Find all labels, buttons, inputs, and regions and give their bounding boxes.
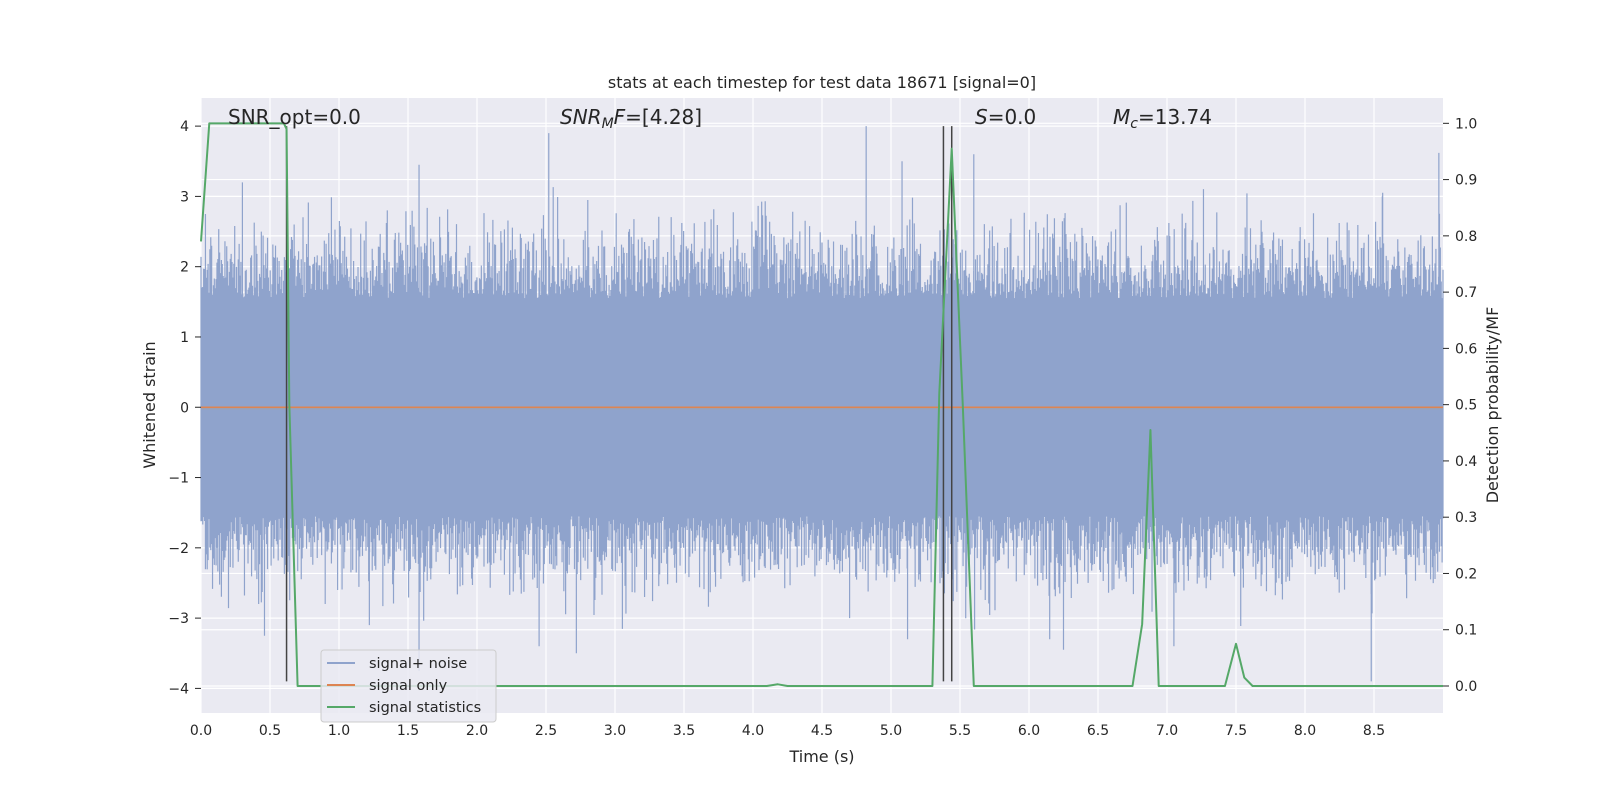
- y-tick-label-right: 0.8: [1455, 229, 1477, 245]
- legend-label-signal: signal only: [369, 678, 448, 694]
- y-tick-label-left: 3: [180, 189, 189, 205]
- s-value: =0.0: [988, 105, 1037, 129]
- legend: signal+ noise signal only signal statist…: [320, 649, 497, 723]
- y-tick-label-left: −2: [168, 541, 189, 557]
- y-tick-label-left: 0: [180, 400, 189, 416]
- x-tick-label: 3.5: [673, 723, 695, 739]
- mc-main: M: [1113, 105, 1130, 129]
- y-tick-label-right: 0.1: [1455, 623, 1477, 639]
- x-tick-label: 6.5: [1087, 723, 1109, 739]
- x-tick-label: 5.5: [949, 723, 971, 739]
- x-tick-label: 1.5: [397, 723, 419, 739]
- tick-layer: 0.0 0.5 1.0 1.5 2.0 2.5 3.0 3.5 4.0 4.5 5.0 5.5 6.0 6…: [168, 116, 1477, 739]
- x-tick-label: 6.0: [1018, 723, 1040, 739]
- y-axis-left-label: Whitened strain: [140, 341, 159, 468]
- x-tick-label: 4.0: [742, 723, 764, 739]
- snr-mf-sub: M: [602, 116, 614, 132]
- legend-label-noise: signal+ noise: [369, 656, 467, 672]
- chart-title: stats at each timestep for test data 186…: [608, 73, 1036, 92]
- snr-mf-main: SNR: [560, 105, 602, 129]
- y-tick-label-left: 2: [180, 260, 189, 276]
- x-tick-label: 7.5: [1225, 723, 1247, 739]
- y-tick-label-left: −1: [168, 471, 189, 487]
- y-axis-right-label: Detection probability/MF: [1483, 307, 1502, 504]
- y-tick-label-right: 1.0: [1455, 116, 1477, 132]
- snr-opt-annotation: SNR_opt=0.0: [228, 105, 361, 129]
- x-tick-label: 2.5: [535, 723, 557, 739]
- snr-mf-suffix: F: [614, 105, 626, 129]
- y-tick-label-left: −3: [168, 611, 189, 627]
- y-tick-label-right: 0.9: [1455, 173, 1477, 189]
- x-tick-label: 0.5: [259, 723, 281, 739]
- y-tick-label-right: 0.6: [1455, 341, 1477, 357]
- s-annotation: S=0.0: [975, 105, 1036, 129]
- snr-mf-annotation: SNRMF=[4.28]: [560, 105, 702, 132]
- legend-box: [320, 649, 497, 723]
- y-tick-label-right: 0.3: [1455, 510, 1477, 526]
- x-tick-label: 8.5: [1363, 723, 1385, 739]
- x-tick-label: 1.0: [328, 723, 350, 739]
- line-layer: [200, 122, 1443, 687]
- mc-value: =13.74: [1138, 105, 1212, 129]
- x-tick-label: 0.0: [190, 723, 212, 739]
- legend-label-statistics: signal statistics: [369, 700, 481, 716]
- x-tick-label: 8.0: [1294, 723, 1316, 739]
- y-tick-label-right: 0.2: [1455, 566, 1477, 582]
- x-tick-label: 5.0: [880, 723, 902, 739]
- mc-annotation: Mc=13.74: [1113, 105, 1212, 132]
- x-tick-label: 3.0: [604, 723, 626, 739]
- y-tick-label-left: −4: [168, 681, 189, 697]
- y-tick-label-right: 0.0: [1455, 679, 1477, 695]
- x-tick-label: 7.0: [1156, 723, 1178, 739]
- x-axis-label: Time (s): [788, 747, 854, 766]
- y-tick-label-right: 0.5: [1455, 398, 1477, 414]
- x-tick-label: 4.5: [811, 723, 833, 739]
- y-tick-label-right: 0.4: [1455, 454, 1477, 470]
- x-tick-label: 2.0: [466, 723, 488, 739]
- s-main: S: [975, 105, 988, 129]
- snr-mf-value: =[4.28]: [625, 105, 702, 129]
- y-tick-label-left: 4: [180, 119, 189, 135]
- y-tick-label-right: 0.7: [1455, 285, 1477, 301]
- y-tick-label-left: 1: [180, 330, 189, 346]
- mc-sub: c: [1130, 116, 1138, 132]
- signal-statistics-line: [200, 122, 1443, 687]
